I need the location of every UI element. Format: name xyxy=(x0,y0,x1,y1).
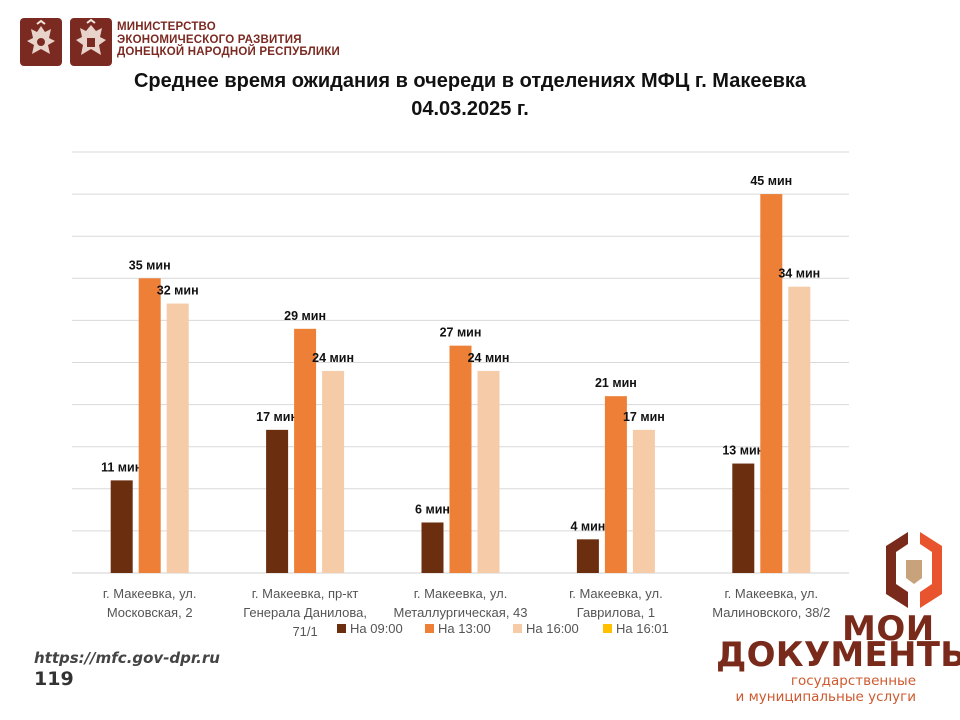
bar xyxy=(110,480,133,573)
data-label: 11 мин xyxy=(101,460,142,474)
coat-of-arms-russia-icon xyxy=(20,18,62,66)
legend-label: На 16:00 xyxy=(526,621,579,636)
brand-tagline-line: и муниципальные услуги xyxy=(735,689,916,705)
category-label: Малиновского, 38/2 xyxy=(712,605,830,620)
data-label: 21 мин xyxy=(595,376,637,390)
data-label: 24 мин xyxy=(312,351,354,365)
legend-swatch xyxy=(603,624,612,633)
data-label: 17 мин xyxy=(623,410,665,424)
page-number: 119 xyxy=(34,668,74,690)
chart-subtitle: 04.03.2025 г. xyxy=(411,98,529,120)
data-label: 45 мин xyxy=(750,174,792,188)
bar xyxy=(322,370,345,573)
bar xyxy=(166,303,189,573)
bar xyxy=(294,328,317,573)
ministry-line: ДОНЕЦКОЙ НАРОДНОЙ РЕСПУБЛИКИ xyxy=(117,46,341,58)
legend-label: На 16:01 xyxy=(616,621,669,636)
data-label: 24 мин xyxy=(468,351,510,365)
website-url: https://mfc.gov-dpr.ru xyxy=(34,649,220,667)
category-label: г. Макеевка, ул. xyxy=(103,586,197,601)
brand-word-dokumenty: ДОКУМЕНТЫ xyxy=(716,635,960,675)
bar xyxy=(732,463,755,573)
brand-word-moi: МОИ xyxy=(842,609,935,649)
category-label: г. Макеевка, ул. xyxy=(724,586,818,601)
data-label: 29 мин xyxy=(284,309,326,323)
data-label: 13 мин xyxy=(722,444,764,458)
bar xyxy=(138,278,161,573)
bar xyxy=(477,370,500,573)
category-label: Московская, 2 xyxy=(107,605,193,620)
chart-title: Среднее время ожидания в очереди в отдел… xyxy=(133,70,807,92)
ministry-line: МИНИСТЕРСТВО xyxy=(117,21,216,33)
bar xyxy=(604,396,627,573)
category-label: г. Макеевка, ул. xyxy=(414,586,508,601)
bar xyxy=(266,429,289,573)
data-label: 32 мин xyxy=(157,284,199,298)
brand-tagline: государственные и муниципальные услуги xyxy=(736,673,916,705)
category-label: г. Макеевка, ул. xyxy=(569,586,663,601)
category-label: Генерала Данилова, xyxy=(243,605,367,620)
bar xyxy=(449,345,472,573)
legend-swatch xyxy=(337,624,346,633)
bar xyxy=(576,539,599,573)
category-label: Гаврилова, 1 xyxy=(577,605,655,620)
moi-dokumenty-logo-icon xyxy=(886,532,942,608)
coat-of-arms-dpr-icon xyxy=(70,18,112,66)
ministry-name: МИНИСТЕРСТВО ЭКОНОМИЧЕСКОГО РАЗВИТИЯ ДОН… xyxy=(117,21,340,59)
bar xyxy=(421,522,444,573)
legend-label: На 13:00 xyxy=(438,621,491,636)
header: МИНИСТЕРСТВО ЭКОНОМИЧЕСКОГО РАЗВИТИЯ ДОН… xyxy=(20,18,360,68)
category-label: 71/1 xyxy=(292,624,317,639)
category-label: Металлургическая, 43 xyxy=(394,605,528,620)
bar xyxy=(632,429,655,573)
data-label: 34 мин xyxy=(778,267,820,281)
bar xyxy=(788,286,811,573)
legend-label: На 09:00 xyxy=(350,621,403,636)
data-label: 17 мин xyxy=(256,410,298,424)
data-label: 4 мин xyxy=(570,519,605,533)
category-label: г. Макеевка, пр-кт xyxy=(252,586,359,601)
legend-swatch xyxy=(425,624,434,633)
data-label: 35 мин xyxy=(129,258,171,272)
brand-tagline-line: государственные xyxy=(790,673,916,689)
legend-swatch xyxy=(513,624,522,633)
ministry-line: ЭКОНОМИЧЕСКОГО РАЗВИТИЯ xyxy=(117,33,302,46)
data-label: 6 мин xyxy=(415,502,450,516)
bar xyxy=(760,194,783,573)
data-label: 27 мин xyxy=(440,326,482,340)
